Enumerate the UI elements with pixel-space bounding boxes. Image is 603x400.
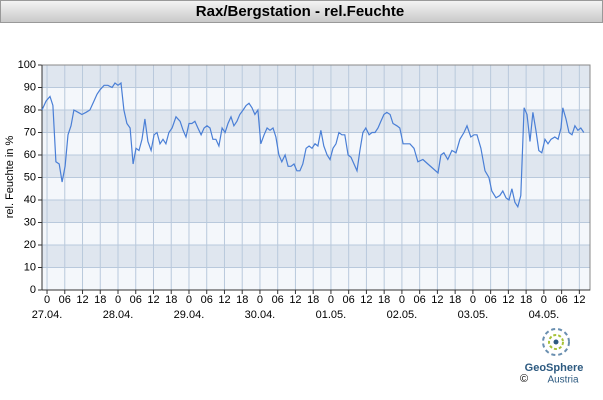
logo-ring xyxy=(542,328,570,356)
y-tick-label: 90 xyxy=(24,81,36,93)
x-tick-label: 0 xyxy=(470,294,476,306)
x-date-label: 03.05. xyxy=(458,309,489,321)
x-tick-label: 0 xyxy=(257,294,263,306)
logo xyxy=(542,328,570,356)
data-line xyxy=(41,81,585,209)
x-tick-label: 06 xyxy=(272,294,284,306)
x-tick-label: 0 xyxy=(115,294,121,306)
grid-band xyxy=(42,245,590,268)
x-tick-label: 18 xyxy=(449,294,461,306)
x-tick-label: 18 xyxy=(94,294,106,306)
x-tick-label: 12 xyxy=(360,294,372,306)
y-tick-label: 70 xyxy=(24,126,36,138)
x-tick-label: 0 xyxy=(186,294,192,306)
x-date-label: 04.05. xyxy=(529,309,560,321)
x-tick-label: 0 xyxy=(44,294,50,306)
x-tick-label: 12 xyxy=(147,294,159,306)
brand-country: Austria xyxy=(547,375,579,386)
logo-dot xyxy=(553,339,559,345)
grid-band xyxy=(42,110,590,133)
logo-inner xyxy=(548,334,564,350)
x-tick-label: 18 xyxy=(520,294,532,306)
x-date-label: 01.05. xyxy=(316,309,347,321)
brand: GeoSphere xyxy=(525,362,584,374)
y-tick-label: 60 xyxy=(24,149,36,161)
y-tick-label: 50 xyxy=(24,171,36,183)
x-tick-label: 18 xyxy=(165,294,177,306)
x-tick-label: 06 xyxy=(485,294,497,306)
y-tick-label: 20 xyxy=(24,239,36,251)
x-date-label: 27.04. xyxy=(32,309,63,321)
x-tick-label: 18 xyxy=(307,294,319,306)
x-tick-label: 12 xyxy=(76,294,88,306)
x-tick-label: 0 xyxy=(541,294,547,306)
x-tick-label: 06 xyxy=(59,294,71,306)
chart-title: Rax/Bergstation - rel.Feuchte xyxy=(196,3,404,20)
y-tick-label: 40 xyxy=(24,194,36,206)
grid-band xyxy=(42,200,590,223)
plot-area: 0 10 20 30 40 50 60 70 80 90 100 0 06 12 18 0 06 12 18 0 06 1… xyxy=(18,59,591,321)
x-tick-label: 12 xyxy=(218,294,230,306)
grid-band xyxy=(42,155,590,178)
x-tick-label: 0 xyxy=(328,294,334,306)
x-tick-label: 0 xyxy=(399,294,405,306)
y-tick-label: 30 xyxy=(24,216,36,228)
x-date-label: 30.04. xyxy=(245,309,276,321)
copyright: © xyxy=(520,373,528,385)
y-tick-label: 10 xyxy=(24,261,36,273)
x-tick-label: 18 xyxy=(378,294,390,306)
y-tick-label: 100 xyxy=(18,59,36,71)
x-tick-label: 12 xyxy=(502,294,514,306)
y-axis-label: rel. Feuchte in % xyxy=(4,136,16,219)
x-tick-label: 18 xyxy=(236,294,248,306)
grid-band xyxy=(42,65,590,88)
x-tick-label: 12 xyxy=(431,294,443,306)
x-tick-label: 06 xyxy=(201,294,213,306)
x-date-label: 29.04. xyxy=(174,309,205,321)
y-tick-label: 0 xyxy=(30,284,36,296)
x-date-label: 02.05. xyxy=(387,309,418,321)
x-tick-label: 06 xyxy=(130,294,142,306)
x-date-label: 28.04. xyxy=(103,309,134,321)
x-tick-label: 12 xyxy=(573,294,585,306)
x-tick-label: 12 xyxy=(289,294,301,306)
x-tick-label: 06 xyxy=(414,294,426,306)
x-tick-label: 06 xyxy=(555,294,567,306)
x-tick-label: 06 xyxy=(343,294,355,306)
y-tick-label: 80 xyxy=(24,104,36,116)
